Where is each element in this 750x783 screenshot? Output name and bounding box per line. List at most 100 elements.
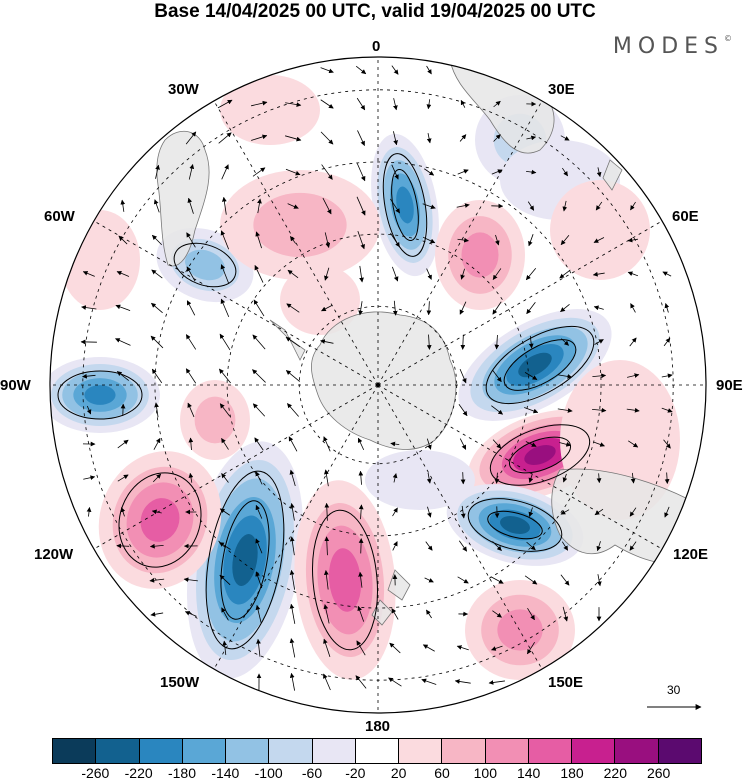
wind-vector: [527, 607, 535, 621]
wind-vector: [596, 541, 602, 552]
wind-vector: [460, 472, 466, 485]
wind-vector: [426, 472, 432, 484]
contour-line: [382, 153, 428, 257]
land-mass: [156, 130, 210, 267]
wind-vector: [185, 334, 197, 350]
wind-vector: [426, 334, 432, 350]
wind-vector: [185, 368, 197, 384]
contour-line: [220, 500, 270, 620]
wind-vector: [186, 232, 196, 248]
wind-vector: [218, 132, 232, 144]
colorbar-segment: [615, 739, 659, 763]
wind-vector: [358, 504, 364, 520]
wind-vector: [528, 335, 534, 349]
wind-vector: [290, 236, 296, 244]
wind-vector: [289, 469, 296, 487]
wind-vector: [287, 403, 299, 417]
wind-vector: [592, 373, 607, 379]
wind-vector: [81, 305, 97, 310]
wind-vector: [220, 264, 230, 284]
wind-vector: [285, 336, 301, 348]
wind-vector: [421, 678, 437, 685]
wind-vector: [86, 405, 92, 415]
wind-vector: [389, 642, 401, 654]
wind-vector: [490, 576, 504, 584]
wind-vector: [219, 542, 231, 550]
wind-vector: [255, 471, 263, 485]
wind-vector: [596, 473, 602, 484]
colorbar-tick-label: -220: [124, 765, 153, 781]
wind-vector: [184, 611, 197, 617]
meridian-line: [213, 100, 379, 386]
wind-vector: [664, 303, 670, 313]
wind-vector: [116, 543, 130, 549]
wind-vector: [493, 100, 501, 108]
wind-vector: [285, 168, 301, 176]
wind-vector: [492, 439, 502, 449]
wind-vector: [460, 99, 466, 108]
wind-vector: [358, 301, 363, 316]
colorbar-segment: [182, 739, 227, 763]
wind-vector: [460, 334, 466, 350]
wind-vector: [257, 198, 262, 214]
wind-vector: [252, 369, 266, 383]
wind-vector: [664, 506, 670, 518]
wind-vector: [426, 301, 432, 316]
wind-vector: [459, 368, 467, 384]
wind-vector: [524, 407, 539, 414]
wind-vector: [356, 196, 366, 216]
colorbar-segment: [226, 739, 270, 763]
contour-line: [312, 509, 378, 651]
wind-vector: [356, 97, 366, 111]
wind-vector: [356, 640, 366, 656]
wind-vector: [524, 575, 538, 585]
wind-vector: [524, 372, 538, 380]
lon-label-30e: 30E: [548, 81, 575, 98]
wind-vector: [491, 405, 504, 415]
wind-vector: [255, 504, 263, 519]
wind-vector: [459, 134, 467, 142]
wind-vector: [560, 135, 570, 141]
wind-vector: [492, 301, 502, 315]
wind-vector: [494, 334, 500, 350]
wind-vector: [285, 102, 302, 107]
wind-vector: [488, 680, 505, 685]
wind-vector: [254, 437, 264, 451]
wind-vector: [183, 577, 198, 583]
wind-vector: [323, 638, 331, 658]
colorbar-segment: [355, 739, 400, 763]
wind-vector: [663, 337, 671, 347]
colorbar-segment: [399, 739, 443, 763]
colorbar-tick-label: 140: [516, 765, 541, 781]
wind-vector: [388, 677, 402, 687]
colorbar-tick-label: -20: [345, 765, 366, 781]
wind-vector: [117, 474, 129, 482]
wind-vector: [528, 234, 534, 247]
wind-vector: [118, 235, 128, 245]
wind-vector: [285, 370, 300, 382]
wind-vector: [221, 438, 229, 450]
wind-vector: [592, 271, 605, 277]
colorbar-tick-label: 260: [646, 765, 671, 781]
wind-vector: [560, 509, 570, 515]
wind-vector: [425, 541, 433, 551]
wind-vector: [153, 437, 161, 450]
wind-vector: [426, 438, 432, 450]
wind-vector: [86, 506, 92, 517]
wind-vector: [323, 604, 330, 624]
wind-vector: [492, 541, 502, 551]
colorbar-tick-label: 220: [603, 765, 628, 781]
wind-vector: [630, 472, 636, 484]
wind-vector: [626, 407, 640, 413]
wind-vector: [528, 473, 534, 483]
wind-vector: [457, 169, 469, 175]
land-mass: [551, 468, 701, 565]
colorbar-segment: [485, 739, 529, 763]
wind-vector: [594, 508, 604, 516]
wind-vector: [221, 607, 229, 621]
wind-vectors: [80, 65, 673, 691]
anomaly-region: [60, 210, 140, 310]
wind-vector: [392, 473, 398, 483]
wind-vector: [562, 167, 568, 177]
map-title: Base 14/04/2025 00 UTC, valid 19/04/2025…: [154, 1, 596, 22]
